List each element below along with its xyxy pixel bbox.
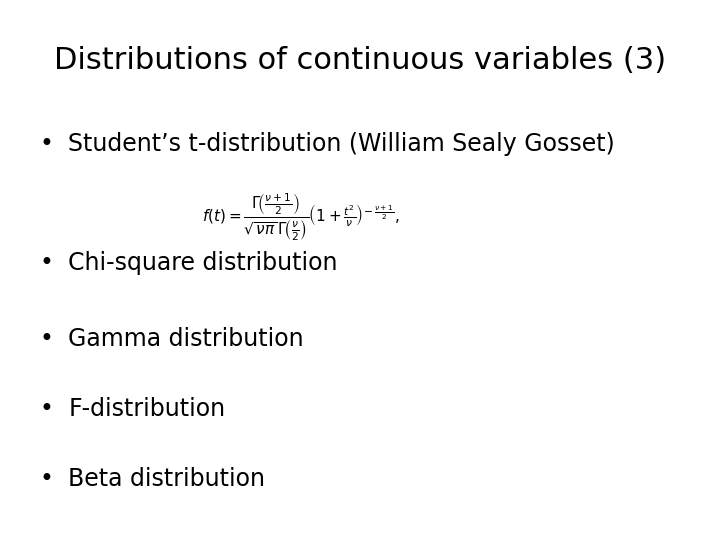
Text: Beta distribution: Beta distribution bbox=[68, 467, 266, 491]
Text: Student’s t-distribution (William Sealy Gosset): Student’s t-distribution (William Sealy … bbox=[68, 132, 615, 156]
Text: •: • bbox=[40, 251, 53, 275]
Text: •: • bbox=[40, 327, 53, 350]
Text: Distributions of continuous variables (3): Distributions of continuous variables (3… bbox=[54, 46, 666, 75]
Text: $f(t) = \dfrac{\Gamma\!\left(\frac{\nu+1}{2}\right)}{\sqrt{\nu\pi}\,\Gamma\!\lef: $f(t) = \dfrac{\Gamma\!\left(\frac{\nu+1… bbox=[202, 192, 399, 244]
Text: •: • bbox=[40, 132, 53, 156]
Text: •: • bbox=[40, 397, 53, 421]
Text: Gamma distribution: Gamma distribution bbox=[68, 327, 304, 350]
Text: F-distribution: F-distribution bbox=[68, 397, 225, 421]
Text: Chi-square distribution: Chi-square distribution bbox=[68, 251, 338, 275]
Text: •: • bbox=[40, 467, 53, 491]
